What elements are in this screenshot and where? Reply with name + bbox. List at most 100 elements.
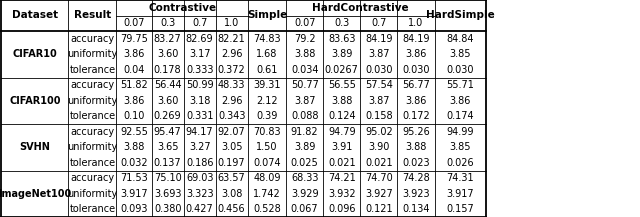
Text: 0.172: 0.172: [402, 111, 430, 121]
Text: 3.927: 3.927: [365, 189, 393, 199]
Text: 0.034: 0.034: [291, 65, 318, 75]
Text: 92.55: 92.55: [120, 127, 148, 137]
Text: 83.27: 83.27: [154, 34, 182, 44]
Text: 0.10: 0.10: [124, 111, 145, 121]
Text: CIFAR100: CIFAR100: [9, 96, 61, 106]
Text: HardContrastive: HardContrastive: [312, 3, 408, 13]
Text: 0.178: 0.178: [154, 65, 182, 75]
Text: 3.917: 3.917: [447, 189, 474, 199]
Text: 71.53: 71.53: [120, 173, 148, 183]
Text: HardSimple: HardSimple: [426, 10, 495, 20]
Text: 3.88: 3.88: [405, 142, 427, 152]
Text: 84.19: 84.19: [403, 34, 429, 44]
Text: 84.19: 84.19: [365, 34, 392, 44]
Text: 0.07: 0.07: [124, 18, 145, 28]
Text: 3.923: 3.923: [402, 189, 430, 199]
Text: 79.2: 79.2: [294, 34, 316, 44]
Text: 3.86: 3.86: [124, 96, 145, 106]
Text: accuracy: accuracy: [70, 173, 115, 183]
Text: 48.09: 48.09: [253, 173, 280, 183]
Text: 0.137: 0.137: [154, 158, 182, 168]
Text: 0.030: 0.030: [403, 65, 429, 75]
Text: 1.742: 1.742: [253, 189, 281, 199]
Text: 0.158: 0.158: [365, 111, 393, 121]
Text: 2.96: 2.96: [221, 49, 243, 59]
Text: 94.99: 94.99: [447, 127, 474, 137]
Text: 0.186: 0.186: [186, 158, 213, 168]
Text: 3.86: 3.86: [124, 49, 145, 59]
Text: uniformity: uniformity: [67, 142, 118, 152]
Text: CIFAR10: CIFAR10: [13, 49, 57, 59]
Text: 0.427: 0.427: [186, 204, 214, 214]
Text: 0.61: 0.61: [256, 65, 278, 75]
Text: 3.929: 3.929: [291, 189, 319, 199]
Text: 3.693: 3.693: [154, 189, 181, 199]
Text: 0.04: 0.04: [124, 65, 145, 75]
Text: 1.68: 1.68: [256, 49, 278, 59]
Text: 3.917: 3.917: [120, 189, 148, 199]
Text: 91.82: 91.82: [291, 127, 319, 137]
Text: 3.85: 3.85: [450, 142, 471, 152]
Text: 3.88: 3.88: [294, 49, 316, 59]
Text: 3.88: 3.88: [124, 142, 145, 152]
Text: 74.21: 74.21: [328, 173, 356, 183]
Text: 94.79: 94.79: [328, 127, 356, 137]
Text: 0.380: 0.380: [154, 204, 181, 214]
Text: 92.07: 92.07: [218, 127, 246, 137]
Text: 48.33: 48.33: [218, 80, 245, 90]
Text: 56.77: 56.77: [402, 80, 430, 90]
Text: 50.99: 50.99: [186, 80, 214, 90]
Text: 3.17: 3.17: [189, 49, 211, 59]
Text: 3.323: 3.323: [186, 189, 214, 199]
Text: 0.07: 0.07: [294, 18, 316, 28]
Text: 0.269: 0.269: [154, 111, 182, 121]
Text: 79.75: 79.75: [120, 34, 148, 44]
Text: 0.021: 0.021: [365, 158, 393, 168]
Text: 69.03: 69.03: [186, 173, 213, 183]
Text: 82.69: 82.69: [186, 34, 214, 44]
Text: 0.7: 0.7: [192, 18, 207, 28]
Text: 75.10: 75.10: [154, 173, 182, 183]
Text: 74.31: 74.31: [447, 173, 474, 183]
Text: ImageNet100: ImageNet100: [0, 189, 72, 199]
Text: tolerance: tolerance: [69, 65, 116, 75]
Text: 70.83: 70.83: [253, 127, 281, 137]
Text: 0.157: 0.157: [447, 204, 474, 214]
Text: 55.71: 55.71: [447, 80, 474, 90]
Text: accuracy: accuracy: [70, 80, 115, 90]
Text: 95.02: 95.02: [365, 127, 393, 137]
Text: 0.025: 0.025: [291, 158, 319, 168]
Text: 3.08: 3.08: [221, 189, 243, 199]
Text: 83.63: 83.63: [328, 34, 355, 44]
Text: accuracy: accuracy: [70, 127, 115, 137]
Text: SVHN: SVHN: [19, 142, 51, 152]
Text: 0.7: 0.7: [371, 18, 387, 28]
Text: uniformity: uniformity: [67, 49, 118, 59]
Text: 95.26: 95.26: [402, 127, 430, 137]
Text: tolerance: tolerance: [69, 111, 116, 121]
Text: 94.17: 94.17: [186, 127, 214, 137]
Text: 3.60: 3.60: [157, 96, 179, 106]
Text: 3.90: 3.90: [368, 142, 390, 152]
Text: 0.074: 0.074: [253, 158, 281, 168]
Text: 0.456: 0.456: [218, 204, 246, 214]
Text: 2.12: 2.12: [256, 96, 278, 106]
Text: 0.096: 0.096: [328, 204, 355, 214]
Text: 0.067: 0.067: [291, 204, 319, 214]
Text: 0.331: 0.331: [186, 111, 213, 121]
Text: 0.032: 0.032: [120, 158, 148, 168]
Text: 3.86: 3.86: [405, 96, 427, 106]
Text: 0.023: 0.023: [402, 158, 430, 168]
Text: 1.0: 1.0: [224, 18, 239, 28]
Text: Dataset: Dataset: [12, 10, 58, 20]
Text: 3.87: 3.87: [294, 96, 316, 106]
Text: 0.030: 0.030: [447, 65, 474, 75]
Text: tolerance: tolerance: [69, 204, 116, 214]
Text: 3.60: 3.60: [157, 49, 179, 59]
Text: 74.70: 74.70: [365, 173, 393, 183]
Text: 3.85: 3.85: [450, 49, 471, 59]
Text: 3.65: 3.65: [157, 142, 179, 152]
Text: 56.44: 56.44: [154, 80, 182, 90]
Text: 0.134: 0.134: [403, 204, 429, 214]
Text: Contrastive: Contrastive: [148, 3, 216, 13]
